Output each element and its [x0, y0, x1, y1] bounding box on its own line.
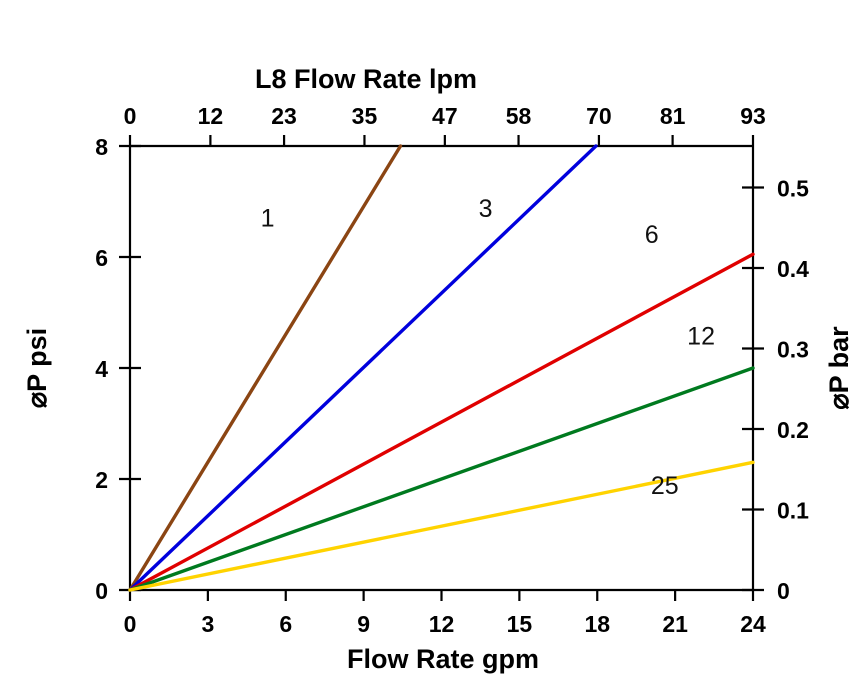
- y-tick-label-left: 2: [95, 467, 108, 493]
- tick-labels: 0 3 6 9 12 15 18 21 240 12 23 35 47 58 70 81 930246800.1…: [95, 103, 809, 637]
- x-tick-label-bottom: 6: [279, 611, 292, 637]
- x-tick-label-bottom: 3: [201, 611, 214, 637]
- x-tick-label-top: 81: [660, 103, 686, 129]
- y-tick-label-left: 8: [95, 134, 108, 160]
- y-axis-title-right: ⌀P bar: [824, 326, 854, 410]
- y-tick-label-left: 4: [95, 356, 108, 382]
- x-tick-label-bottom: 0: [124, 611, 137, 637]
- series-line-25: [128, 460, 755, 592]
- y-tick-label-left: 6: [95, 245, 108, 271]
- x-tick-label-bottom: 9: [357, 611, 370, 637]
- x-tick-label-top: 70: [586, 103, 612, 129]
- x-tick-label-top: 93: [740, 103, 766, 129]
- series-line-6: [128, 252, 755, 592]
- y-tick-label-right: 0.1: [777, 498, 809, 524]
- x-tick-label-top: 23: [271, 103, 297, 129]
- x-tick-label-bottom: 15: [507, 611, 533, 637]
- series-label-3: 3: [479, 195, 493, 223]
- x-tick-label-bottom: 21: [662, 611, 688, 637]
- x-axis-title-top: L8 Flow Rate lpm: [255, 64, 477, 94]
- y-tick-label-right: 0: [777, 578, 790, 604]
- x-tick-label-top: 35: [352, 103, 378, 129]
- x-tick-label-bottom: 12: [429, 611, 455, 637]
- series-line-12: [128, 366, 755, 592]
- x-tick-label-top: 58: [506, 103, 532, 129]
- x-tick-label-top: 0: [124, 103, 137, 129]
- y-tick-label-right: 0.3: [777, 337, 809, 363]
- y-tick-label-right: 0.2: [777, 417, 809, 443]
- y-axis-title-left: ⌀P psi: [22, 328, 52, 408]
- tick-marks: [119, 135, 764, 601]
- series-label-6: 6: [645, 221, 659, 249]
- x-tick-label-top: 47: [432, 103, 458, 129]
- x-axis-title-bottom: Flow Rate gpm: [347, 644, 539, 674]
- axes: [128, 144, 755, 592]
- y-tick-label-right: 0.5: [777, 176, 809, 202]
- series-label-12: 12: [687, 323, 715, 351]
- series-line-1: [128, 144, 403, 592]
- x-tick-label-bottom: 18: [584, 611, 610, 637]
- x-tick-label-bottom: 24: [740, 611, 766, 637]
- series-label-25: 25: [651, 472, 679, 500]
- series-label-1: 1: [261, 204, 275, 232]
- x-tick-label-top: 12: [198, 103, 224, 129]
- y-tick-label-right: 0.4: [777, 256, 809, 282]
- series-line-3: [128, 144, 598, 592]
- series-labels: 1 3 6 12 25: [261, 195, 715, 500]
- series-lines: [128, 144, 755, 592]
- y-tick-label-left: 0: [95, 578, 108, 604]
